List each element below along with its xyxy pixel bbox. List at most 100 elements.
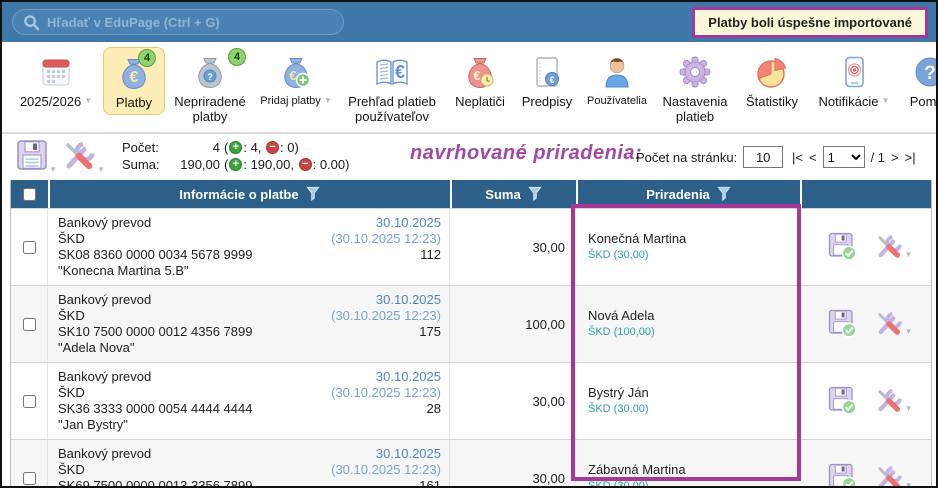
filter-icon[interactable] xyxy=(716,186,732,202)
moneybag-add-icon: € xyxy=(278,50,314,94)
page-select[interactable]: 1 xyxy=(822,146,865,168)
assigned-detail: ŠKD (100,00) xyxy=(588,326,655,338)
save-assignment-button[interactable] xyxy=(827,385,857,418)
toolbar-item-school-year[interactable]: 2025/2026 ▼ xyxy=(10,47,102,113)
prev-page-button[interactable]: < xyxy=(808,149,817,165)
selection-summary: Počet: 4 (+: 4, −: 0) Suma: 190,00 (+: 1… xyxy=(122,140,350,172)
payment-amount: 30,00 xyxy=(450,363,576,439)
toolbar-item-users[interactable]: Používatelia xyxy=(581,47,653,110)
toolbar-item-prescriptions[interactable]: € Predpisy xyxy=(514,47,580,113)
main-toolbar: 2025/2026 ▼ 4 € Platby 4 ? xyxy=(2,42,936,134)
payment-number: 28 xyxy=(426,401,441,416)
payment-number: 112 xyxy=(420,247,441,262)
payment-datetime: (30.10.2025 12:23) xyxy=(331,385,441,400)
calendar-icon xyxy=(38,50,74,94)
minus-icon: − xyxy=(298,158,312,171)
row-checkbox[interactable] xyxy=(22,317,36,331)
row-tools-button[interactable]: ▼ xyxy=(873,385,913,418)
filter-icon[interactable] xyxy=(527,186,543,202)
assigned-name: Konečná Martina xyxy=(588,231,687,246)
header-assignment[interactable]: Priradenia xyxy=(576,180,800,208)
save-assignment-button[interactable] xyxy=(827,462,857,486)
payment-category: ŠKD xyxy=(58,308,85,323)
assigned-name: Nová Adela xyxy=(588,308,655,323)
select-all-checkbox[interactable] xyxy=(23,187,36,201)
payment-datetime: (30.10.2025 12:23) xyxy=(331,308,441,323)
count-label: Počet: xyxy=(122,140,159,155)
payment-note: "Adela Nova" xyxy=(58,340,135,355)
toolbar-item-payments-overview[interactable]: € Prehľad platieb používateľov xyxy=(338,47,446,127)
payment-method: Bankový prevod xyxy=(58,369,152,384)
row-tools-button[interactable]: ▼ xyxy=(873,308,913,341)
payment-iban: SK69 7500 0000 0013 3356 7899 xyxy=(58,478,253,488)
payment-datetime: (30.10.2025 12:23) xyxy=(331,462,441,477)
toolbar-item-payment-settings[interactable]: Nastavenia platieb xyxy=(654,47,736,127)
page-total: / 1 xyxy=(870,149,886,165)
save-assignment-button[interactable] xyxy=(827,231,857,264)
save-confirm-icon xyxy=(828,309,856,337)
gear-icon xyxy=(677,50,713,94)
tools-icon xyxy=(877,465,902,486)
toolbar-item-add-payments[interactable]: € Pridaj platby ▼ xyxy=(255,47,337,111)
dropdown-arrow-icon[interactable]: ▼ xyxy=(904,249,913,259)
svg-text:€: € xyxy=(130,69,139,86)
toolbar-label: 2025/2026 xyxy=(19,94,82,109)
last-page-button[interactable]: >| xyxy=(904,149,916,165)
sum-label: Suma: xyxy=(122,157,160,172)
payment-iban: SK10 7500 0000 0012 4356 7899 xyxy=(58,324,253,339)
payment-amount: 100,00 xyxy=(450,286,576,362)
search-box[interactable] xyxy=(12,9,344,35)
tools-button[interactable]: ▼ xyxy=(60,137,105,178)
toolbar-item-debtors[interactable]: € Neplatiči xyxy=(447,47,513,113)
next-page-button[interactable]: > xyxy=(891,149,899,165)
row-checkbox[interactable] xyxy=(22,394,36,408)
dropdown-arrow-icon[interactable]: ▼ xyxy=(904,480,913,488)
count-value: 4 xyxy=(212,140,220,155)
sub-toolbar: ▼ ▼ Počet: 4 (+: 4, −: 0) xyxy=(2,134,936,180)
dropdown-arrow-icon[interactable]: ▼ xyxy=(323,96,332,105)
row-checkbox[interactable] xyxy=(22,240,36,254)
first-page-button[interactable]: |< xyxy=(792,149,803,165)
dropdown-arrow-icon[interactable]: ▼ xyxy=(881,96,890,105)
toolbar-label: Nepriradené platby xyxy=(174,94,246,124)
toolbar-label: Nastavenia platieb xyxy=(662,94,728,124)
search-input[interactable] xyxy=(47,14,333,30)
toolbar-label: Predpisy xyxy=(521,94,573,109)
dropdown-arrow-icon[interactable]: ▼ xyxy=(84,96,93,105)
svg-text:?: ? xyxy=(207,72,213,82)
payment-method: Bankový prevod xyxy=(58,215,152,230)
table-header-row: Informácie o platbe Suma Priradenia xyxy=(11,180,931,208)
toolbar-item-statistics[interactable]: Štatistiky xyxy=(737,47,807,113)
svg-text:€: € xyxy=(549,75,554,85)
assigned-name: Zábavná Martina xyxy=(588,462,686,477)
row-tools-button[interactable]: ▼ xyxy=(873,231,913,264)
row-tools-button[interactable]: ▼ xyxy=(873,462,913,486)
header-amount[interactable]: Suma xyxy=(450,180,576,208)
header-info[interactable]: Informácie o platbe xyxy=(48,180,450,208)
toolbar-item-help[interactable]: ? Pomoc xyxy=(901,47,937,113)
toolbar-item-payments[interactable]: 4 € Platby xyxy=(103,47,165,115)
row-checkbox[interactable] xyxy=(22,471,36,485)
sum-plus-value: 190,00 xyxy=(250,157,291,172)
dropdown-arrow-icon[interactable]: ▼ xyxy=(49,165,57,175)
payment-amount: 30,00 xyxy=(450,440,576,486)
dropdown-arrow-icon[interactable]: ▼ xyxy=(904,403,913,413)
toolbar-label: Používatelia xyxy=(587,95,647,107)
assigned-detail: ŠKD (30,00) xyxy=(588,249,649,261)
search-icon xyxy=(24,14,40,30)
payment-category: ŠKD xyxy=(58,231,85,246)
payments-count-badge: 4 xyxy=(138,49,156,67)
table-row: Bankový prevod ŠKD SK36 3333 0000 0054 4… xyxy=(11,362,931,439)
filter-icon[interactable] xyxy=(305,186,321,202)
svg-text:€: € xyxy=(395,62,405,82)
save-button[interactable]: ▼ xyxy=(14,137,57,178)
plus-icon: + xyxy=(229,141,243,154)
toolbar-item-notifications[interactable]: Notifikácie ▼ xyxy=(808,47,900,113)
save-assignment-button[interactable] xyxy=(827,308,857,341)
toolbar-item-unassigned-payments[interactable]: 4 ? Nepriradené platby xyxy=(166,47,254,127)
dropdown-arrow-icon[interactable]: ▼ xyxy=(904,326,913,336)
per-page-input[interactable] xyxy=(743,146,784,168)
dropdown-arrow-icon[interactable]: ▼ xyxy=(97,165,105,175)
toolbar-label: Pomoc xyxy=(909,94,937,109)
